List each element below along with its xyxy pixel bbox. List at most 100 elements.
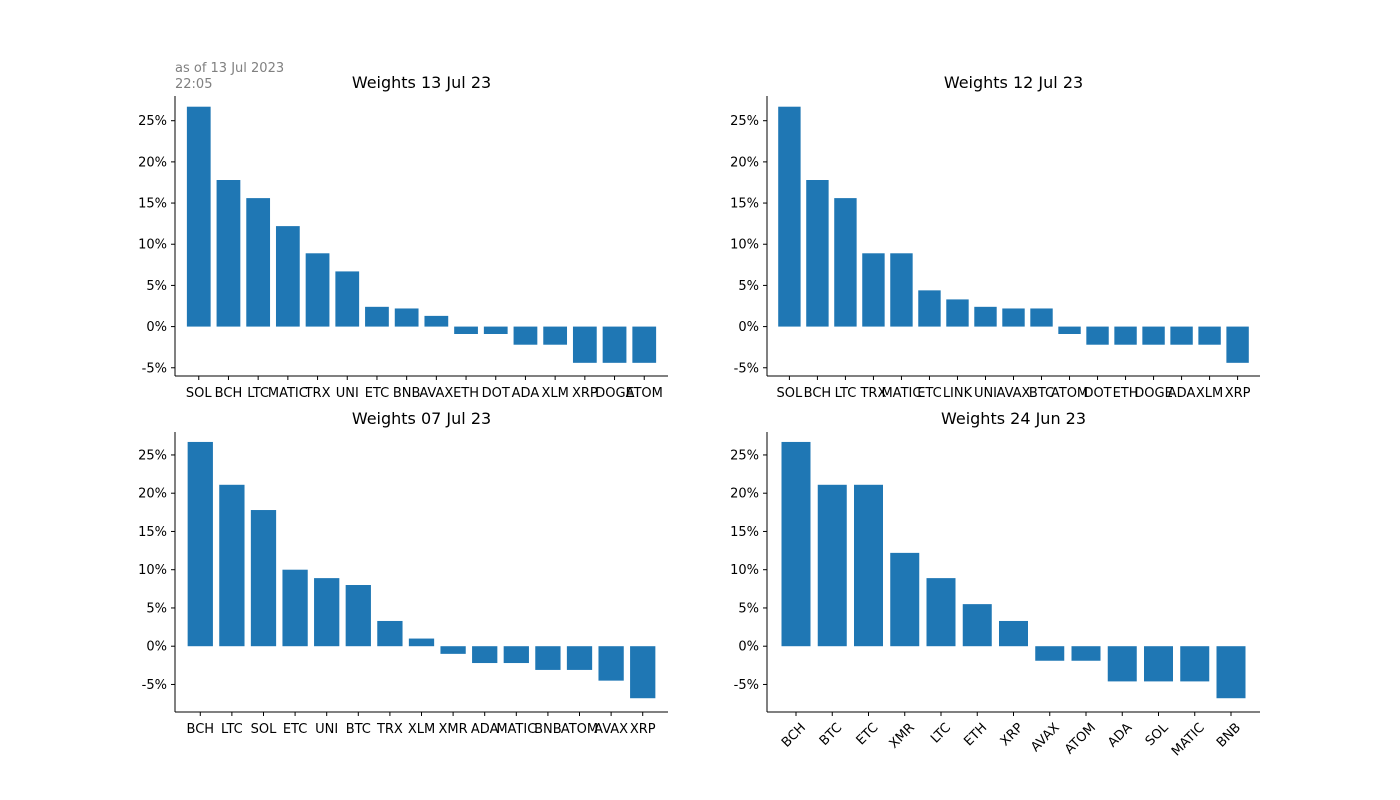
x-tick-label: ADA bbox=[1105, 720, 1135, 750]
bar-trx bbox=[377, 620, 403, 647]
bar-xrp bbox=[1226, 326, 1249, 363]
chart-title: Weights 07 Jul 23 bbox=[352, 409, 491, 428]
bar-btc bbox=[345, 585, 371, 647]
x-tick-label: TRX bbox=[376, 722, 403, 737]
bar-xrp bbox=[630, 646, 656, 699]
y-tick-label: 0% bbox=[738, 640, 759, 655]
x-tick-label: TRX bbox=[859, 386, 886, 401]
y-tick-label: -5% bbox=[142, 678, 167, 693]
y-tick-label: 15% bbox=[730, 525, 759, 540]
bar-trx bbox=[305, 253, 330, 327]
bar-bnb bbox=[535, 646, 561, 670]
x-tick-label: ETC bbox=[365, 386, 389, 401]
bar-matic bbox=[890, 253, 913, 327]
timestamp-note-time: 22:05 bbox=[175, 77, 213, 92]
y-tick-label: 5% bbox=[738, 601, 759, 616]
bar-doge bbox=[602, 326, 627, 363]
x-tick-label: BCH bbox=[215, 386, 243, 401]
bar-sol bbox=[1144, 646, 1173, 682]
bar-uni bbox=[974, 306, 997, 327]
bar-avax bbox=[1002, 308, 1025, 327]
x-tick-label: AVAX bbox=[997, 386, 1031, 401]
bar-atom bbox=[1071, 646, 1101, 661]
y-tick-label: -5% bbox=[734, 678, 759, 693]
bar-ada bbox=[1170, 326, 1193, 345]
x-tick-label: ETH bbox=[961, 720, 990, 749]
x-tick-label: UNI bbox=[315, 722, 338, 737]
bar-etc bbox=[918, 290, 941, 327]
x-tick-label: XRP bbox=[1225, 386, 1251, 401]
x-tick-label: ATOM bbox=[561, 722, 598, 737]
x-tick-label: ADA bbox=[512, 386, 540, 401]
x-tick-label: LTC bbox=[835, 386, 857, 401]
bar-sol bbox=[186, 106, 211, 327]
x-tick-label: UNI bbox=[336, 386, 359, 401]
bar-xrp bbox=[999, 620, 1028, 647]
y-tick-label: 25% bbox=[138, 114, 167, 129]
x-tick-label: XMR bbox=[439, 722, 468, 737]
x-tick-label: DOT bbox=[1083, 386, 1111, 401]
x-tick-label: AVAX bbox=[594, 722, 628, 737]
bar-avax bbox=[1035, 646, 1065, 661]
x-tick-label: UNI bbox=[974, 386, 997, 401]
bar-uni bbox=[314, 578, 340, 647]
x-tick-label: BNB bbox=[1214, 720, 1244, 750]
x-tick-label: ADA bbox=[471, 722, 499, 737]
x-tick-label: SOL bbox=[186, 386, 212, 401]
x-tick-label: XLM bbox=[408, 722, 435, 737]
timestamp-note: as of 13 Jul 2023 22:05 bbox=[175, 61, 284, 93]
y-tick-label: -5% bbox=[734, 361, 759, 376]
x-tick-label: ADA bbox=[1168, 386, 1196, 401]
x-tick-label: ATOM bbox=[626, 386, 663, 401]
bar-bch bbox=[187, 441, 213, 647]
bar-ada bbox=[472, 646, 498, 664]
x-tick-label: BNB bbox=[534, 722, 562, 737]
y-tick-label: 15% bbox=[730, 197, 759, 212]
bar-matic bbox=[503, 646, 529, 664]
y-tick-label: 20% bbox=[730, 155, 759, 170]
x-tick-label: LTC bbox=[928, 720, 954, 746]
x-tick-label: DOT bbox=[482, 386, 510, 401]
y-tick-label: 20% bbox=[138, 155, 167, 170]
x-tick-label: BTC bbox=[1029, 386, 1054, 401]
bar-xlm bbox=[543, 326, 568, 345]
bar-eth bbox=[454, 326, 478, 334]
x-tick-label: LTC bbox=[247, 386, 269, 401]
x-tick-label: SOL bbox=[251, 722, 277, 737]
bar-matic bbox=[275, 226, 300, 327]
bar-dot bbox=[1086, 326, 1109, 345]
bar-btc bbox=[817, 484, 847, 647]
x-tick-label: BNB bbox=[393, 386, 421, 401]
bar-trx bbox=[862, 253, 885, 327]
x-tick-label: XLM bbox=[541, 386, 568, 401]
x-tick-label: ETC bbox=[854, 720, 882, 748]
bar-matic bbox=[1180, 646, 1210, 682]
y-tick-label: 5% bbox=[146, 601, 167, 616]
bar-ltc bbox=[834, 198, 857, 327]
y-tick-label: 10% bbox=[730, 238, 759, 253]
x-tick-label: ETC bbox=[283, 722, 307, 737]
y-tick-label: 10% bbox=[138, 563, 167, 578]
bar-atom bbox=[566, 646, 593, 670]
chart-panel-2: Weights 12 Jul 23-5%0%5%10%15%20%25%SOL B… bbox=[730, 73, 1260, 401]
bar-ada bbox=[1107, 646, 1137, 682]
x-tick-label: MATIC bbox=[881, 386, 921, 401]
bar-sol bbox=[778, 106, 801, 327]
bar-eth bbox=[1114, 326, 1137, 345]
bar-xmr bbox=[890, 552, 920, 647]
x-tick-label: AVAX bbox=[1028, 720, 1063, 755]
x-tick-label: DOGE bbox=[1134, 386, 1173, 401]
x-tick-label: SOL bbox=[1143, 720, 1172, 749]
y-tick-label: 5% bbox=[738, 279, 759, 294]
bar-xlm bbox=[1198, 326, 1221, 345]
x-tick-label: DOGE bbox=[595, 386, 634, 401]
x-tick-label: ATOM bbox=[1051, 386, 1088, 401]
bar-atom bbox=[1058, 326, 1081, 334]
bar-xmr bbox=[440, 646, 466, 654]
bar-etc bbox=[854, 484, 883, 647]
bar-ada bbox=[513, 326, 538, 345]
chart-title: Weights 13 Jul 23 bbox=[352, 73, 491, 92]
x-tick-label: MATIC bbox=[1169, 720, 1208, 759]
bar-bch bbox=[806, 180, 829, 327]
